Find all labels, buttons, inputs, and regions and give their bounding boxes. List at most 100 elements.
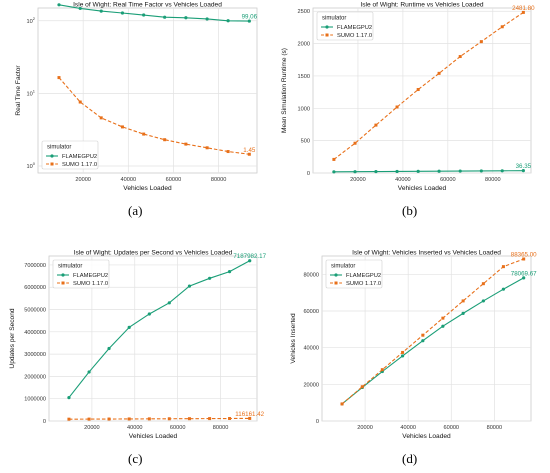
series-line-flamegpu2 [68,260,250,398]
y-axis-label: Real Time Factor [15,65,22,116]
y-tick-label: 500 [301,139,310,145]
data-point [500,25,504,29]
legend-title: simulator [331,264,355,270]
legend-entry: FLAMEGPU2 [337,25,372,31]
data-point [226,150,230,154]
legend-marker [325,33,329,37]
chart-0: Isle of Wight: Real Time Factor vs Vehic… [15,2,258,193]
series-line-flamegpu2 [58,4,250,22]
legend: simulator FLAMEGPU2 SUMO 1.17.0 [316,11,374,41]
data-point [107,346,111,351]
series-line-flamegpu2 [341,277,524,405]
data-point [248,416,252,420]
data-point [437,71,441,75]
data-point [400,354,405,358]
data-point [374,169,378,174]
chart-1: Isle of Wight: Runtime vs Vehicles Loade… [281,2,535,193]
data-point [142,13,146,17]
data-point [142,132,146,136]
data-point [522,257,526,261]
legend: simulator FLAMEGPU2 SUMO 1.17.0 [52,259,110,289]
legend-box [325,259,383,289]
data-point [501,287,506,291]
legend-marker [325,25,329,29]
panel-label-c: (c) [128,451,143,466]
data-point [521,10,525,14]
data-point [67,395,71,400]
end-value-label: 99.06 [242,14,258,21]
data-point [248,259,252,263]
data-point [421,333,425,337]
data-point [228,417,232,421]
legend-marker [61,281,65,285]
x-axis-label: Vehicles Loaded [398,185,447,192]
legend-marker [61,273,65,277]
x-tick-label: 20000 [84,425,100,431]
y-tick-label: 0 [307,171,310,177]
legend-title: simulator [322,16,346,22]
data-point [441,316,445,320]
x-tick-label: 60000 [166,177,182,183]
data-point [184,142,188,146]
data-point [167,301,171,305]
legend-title: simulator [47,145,71,151]
data-point [99,9,103,13]
x-tick-label: 80000 [485,177,501,183]
y-tick-label: 20000 [303,382,319,388]
data-point [208,276,212,280]
data-point [332,157,336,161]
data-point [184,16,188,20]
y-tick-label: 3000000 [24,352,46,358]
y-tick-label: 60000 [303,309,319,315]
data-point [205,17,209,21]
y-axis-label: Mean Simulation Runtime (s) [281,48,288,133]
y-tick-label: 101 [27,88,36,97]
data-point [57,3,61,7]
data-point [78,100,82,104]
data-point [461,311,465,315]
data-point [247,152,251,156]
data-point [227,270,232,274]
y-tick-label: 1500 [298,74,310,80]
data-point [163,15,167,19]
legend-entry: FLAMEGPU2 [346,273,381,279]
legend-entry: SUMO 1.17.0 [337,33,372,39]
data-point [441,324,445,328]
data-point [167,417,171,421]
series-line-sumo [58,77,250,155]
legend-entry: SUMO 1.17.0 [73,281,108,287]
legend: simulator FLAMEGPU2 SUMO 1.17.0 [325,259,383,289]
legend-marker [50,162,54,166]
y-tick-label: 80000 [303,272,319,278]
data-point [187,417,191,421]
panel-label-d: (d) [402,451,418,466]
legend-marker [334,281,338,285]
data-point [147,417,151,421]
chart-2: Isle of Wight: Updates per Second vs Veh… [9,250,267,441]
data-point [395,169,399,174]
data-point [479,169,483,173]
x-axis-label: Vehicles Loaded [123,185,172,192]
y-tick-label: 102 [27,16,36,25]
y-tick-label: 2000 [298,42,310,48]
data-point [78,6,82,11]
data-point [127,417,131,421]
end-value-label: 78069.67 [511,270,537,277]
data-point [163,138,167,142]
y-tick-label: 0 [43,419,46,425]
data-point [395,105,399,109]
legend-entry: SUMO 1.17.0 [62,162,97,168]
y-tick-label: 4000000 [24,330,46,336]
x-tick-label: 20000 [350,177,366,183]
data-point [332,170,336,174]
data-point [353,170,357,174]
legend-marker [50,154,54,158]
x-tick-label: 40000 [395,177,411,183]
data-point [127,325,131,329]
legend: simulator FLAMEGPU2 SUMO 1.17.0 [41,140,99,170]
data-point [208,417,212,421]
chart-3: Isle of Wight: Vehicles Inserted vs Vehi… [290,250,537,441]
panel-label-b: (b) [402,203,418,218]
legend-entry: FLAMEGPU2 [62,154,97,160]
